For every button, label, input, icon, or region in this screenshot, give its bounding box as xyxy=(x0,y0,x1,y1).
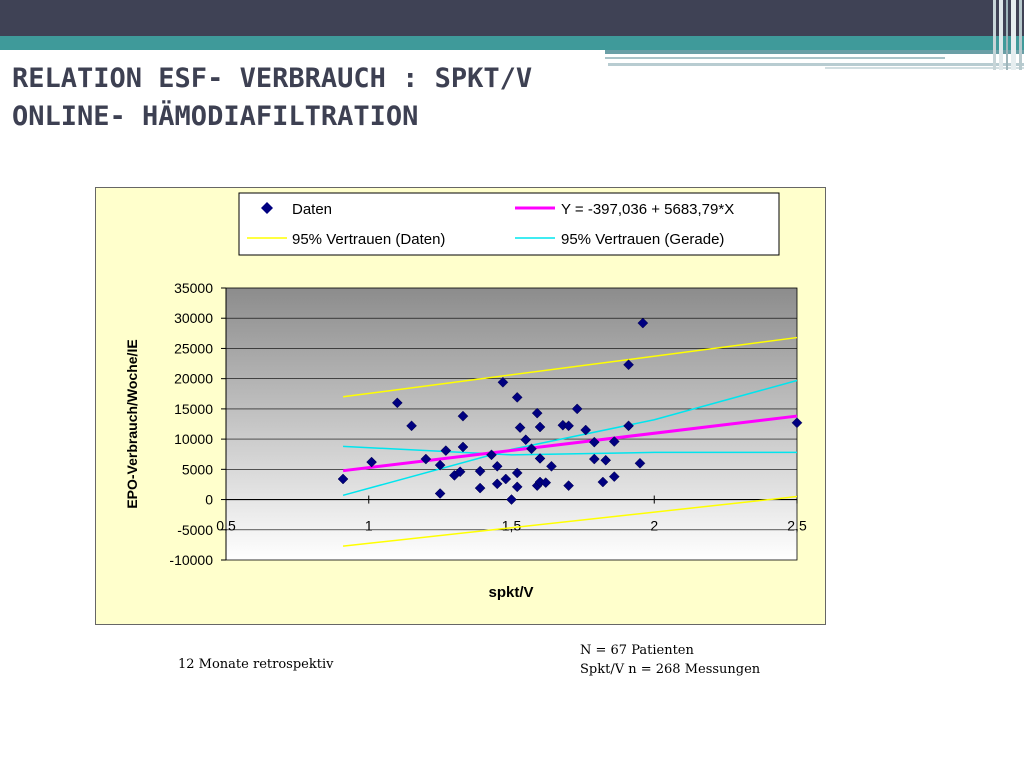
data-point xyxy=(491,460,503,472)
data-point xyxy=(420,453,432,465)
legend-label-daten: Daten xyxy=(292,201,332,218)
data-point xyxy=(366,456,377,468)
y-tick-label: 25000 xyxy=(174,340,213,356)
note-measurements: Spkt/V n = 268 Messungen xyxy=(580,662,761,677)
y-tick-label: 15000 xyxy=(174,401,213,417)
x-tick-label: 0,5 xyxy=(216,518,236,534)
data-point xyxy=(454,466,466,478)
data-point xyxy=(440,445,452,456)
data-point xyxy=(511,481,523,493)
data-point xyxy=(486,449,497,461)
data-point xyxy=(391,397,403,409)
data-point xyxy=(563,420,574,432)
slide-title-line: RELATION ESF- VERBRAUCH : SPKT/V xyxy=(12,63,533,94)
header-accent-line xyxy=(1019,0,1022,70)
data-point xyxy=(791,417,803,429)
data-point xyxy=(588,453,600,465)
regression-line xyxy=(342,414,798,473)
header-dark-bar xyxy=(0,0,1024,36)
y-tick-label: 10000 xyxy=(174,431,213,447)
header-accent-line xyxy=(993,0,996,70)
note-sample-size: N = 67 Patienten Spkt/V n = 268 Messunge… xyxy=(580,641,760,679)
ci-data-lower-line xyxy=(342,495,798,547)
plot-background xyxy=(225,287,798,561)
header-accent-line xyxy=(999,0,1003,70)
data-point xyxy=(520,434,532,446)
header-stripe xyxy=(605,50,1024,54)
y-tick-label: 20000 xyxy=(174,371,213,387)
chart-legend: Daten Y = -397,036 + 5683,79*X 95% Vertr… xyxy=(238,192,780,256)
data-point xyxy=(563,480,574,492)
ci-line-lower-line xyxy=(343,445,797,456)
header-stripe xyxy=(605,57,945,59)
y-tick-label: 30000 xyxy=(174,310,213,326)
slide-title-line: ONLINE- HÄMODIAFILTRATION xyxy=(12,101,419,132)
slide-title: RELATION ESF- VERBRAUCH : SPKT/V ONLINE-… xyxy=(12,60,532,136)
chart-lines xyxy=(342,336,798,547)
y-axis-label: EPO-Verbrauch/Woche/IE xyxy=(124,339,140,508)
data-point xyxy=(406,420,417,432)
y-tick-label: 0 xyxy=(205,492,213,508)
note-patients: N = 67 Patienten xyxy=(580,643,694,658)
header-stripe xyxy=(825,67,1024,69)
data-point xyxy=(580,424,592,436)
data-point xyxy=(511,467,523,479)
legend-label-ci-data: 95% Vertrauen (Daten) xyxy=(292,231,445,248)
x-tick-label: 1,5 xyxy=(502,518,522,534)
data-point xyxy=(534,453,546,464)
data-point xyxy=(434,459,446,471)
x-tick-label: 2 xyxy=(650,518,658,534)
data-point xyxy=(546,460,557,472)
y-tick-label: -10000 xyxy=(169,552,213,568)
data-point xyxy=(634,457,646,469)
data-point xyxy=(571,403,583,415)
data-points xyxy=(337,317,803,505)
data-point xyxy=(608,436,620,447)
data-point xyxy=(506,494,517,505)
data-point xyxy=(474,482,486,494)
x-tick-label: 1 xyxy=(365,518,373,534)
data-point xyxy=(623,420,634,432)
note-retrospective: 12 Monate retrospektiv xyxy=(178,657,334,672)
data-point xyxy=(457,441,469,453)
ci-line-upper-line xyxy=(342,379,798,497)
scatter-chart: Daten Y = -397,036 + 5683,79*X 95% Vertr… xyxy=(124,192,807,601)
data-point xyxy=(600,454,612,466)
data-point xyxy=(608,471,620,482)
legend-label-fit: Y = -397,036 + 5683,79*X xyxy=(561,201,734,218)
legend-marker-daten xyxy=(261,202,273,214)
data-point xyxy=(534,421,546,433)
header-accent-line xyxy=(1006,0,1008,70)
data-point xyxy=(514,422,526,433)
x-axis-label: spkt/V xyxy=(488,584,533,601)
data-point xyxy=(491,478,503,490)
data-point xyxy=(540,477,552,488)
y-tick-label: 5000 xyxy=(182,461,213,477)
data-point xyxy=(588,436,600,448)
header-accent-line xyxy=(1011,0,1016,70)
y-tick-labels: 35000 30000 25000 20000 15000 10000 5000 0 -5000… xyxy=(169,280,213,568)
data-point xyxy=(474,465,486,477)
y-tick-label: 35000 xyxy=(174,280,213,296)
data-point xyxy=(531,407,543,419)
data-point xyxy=(497,376,509,388)
data-point xyxy=(623,359,634,371)
data-point xyxy=(500,473,512,485)
legend-box xyxy=(238,192,780,256)
data-point xyxy=(337,473,349,485)
y-tick-label: -5000 xyxy=(177,522,213,538)
data-point xyxy=(637,317,649,329)
data-point xyxy=(457,410,469,422)
ci-data-upper-line xyxy=(342,336,798,398)
x-tick-labels: 0,5 1 1,5 2 2,5 xyxy=(216,518,807,534)
legend-label-ci-line: 95% Vertrauen (Gerade) xyxy=(561,231,724,248)
header-stripe xyxy=(608,63,1024,66)
data-point xyxy=(597,476,609,488)
data-point xyxy=(526,443,537,455)
header-teal-bar xyxy=(0,36,1024,50)
data-point xyxy=(511,392,523,403)
data-point xyxy=(434,488,446,499)
x-tick-label: 2,5 xyxy=(787,518,807,534)
